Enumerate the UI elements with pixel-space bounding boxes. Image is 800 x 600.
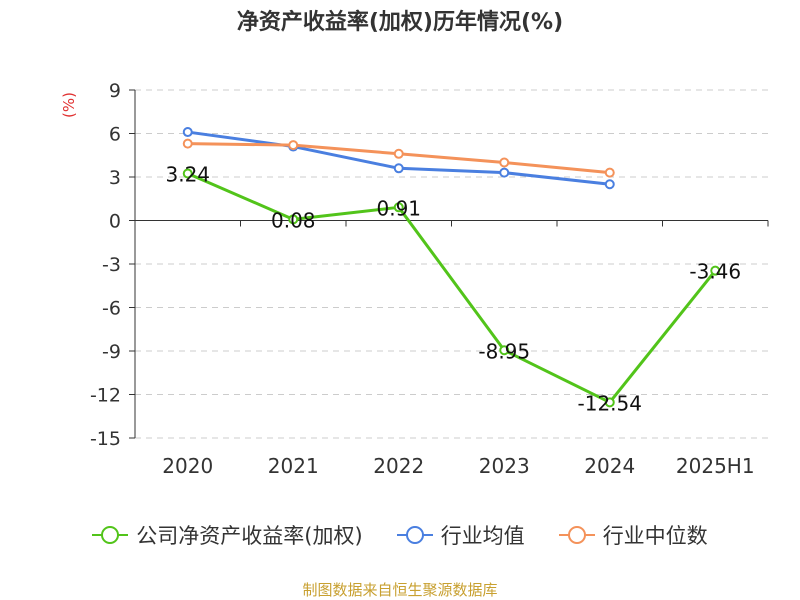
data-point: [182, 168, 193, 179]
data-point: [393, 163, 404, 174]
data-label: 3.24: [165, 163, 210, 187]
data-point: [604, 167, 615, 178]
line-chart: 9 6 3 0 -3 -6 -9 -12 -15 2020 2021 2022 2023 2024 2025…: [90, 80, 769, 478]
data-point: [182, 127, 193, 138]
legend: 公司净资产收益率(加权) 行业均值 行业中位数: [0, 520, 800, 550]
data-point: [393, 148, 404, 159]
data-point: [499, 157, 510, 168]
data-point: [288, 214, 299, 225]
chart-title: 净资产收益率(加权)历年情况(%): [236, 10, 564, 35]
data-point: [499, 167, 510, 178]
x-tick-label: 2022: [373, 454, 424, 478]
data-label: 0.91: [376, 196, 421, 220]
data-label: 0.08: [271, 208, 316, 232]
data-label: -12.54: [578, 391, 642, 415]
data-point: [604, 179, 615, 190]
data-point: [182, 138, 193, 149]
x-tick-label: 2023: [479, 454, 530, 478]
y-tick-label: -3: [102, 254, 121, 276]
x-tick-label: 2025H1: [676, 454, 755, 478]
x-tick-label: 2024: [584, 454, 635, 478]
legend-item-industry-mean[interactable]: 行业均值: [396, 520, 525, 550]
y-tick-label: 0: [109, 211, 121, 233]
legend-label: 公司净资产收益率(加权): [136, 524, 363, 548]
legend-marker-icon: [396, 524, 433, 546]
legend-label: 行业中位数: [602, 524, 708, 548]
data-label: -3.46: [689, 260, 741, 284]
data-point: [604, 397, 615, 408]
data-point: [393, 202, 404, 213]
y-tick-label: 6: [109, 124, 121, 146]
legend-marker-icon: [558, 524, 595, 546]
data-point: [710, 265, 721, 276]
y-tick-label: -15: [90, 428, 121, 450]
data-label: -8.95: [478, 339, 530, 363]
legend-item-company[interactable]: 公司净资产收益率(加权): [92, 520, 363, 550]
x-tick-label: 2020: [162, 454, 213, 478]
y-tick-label: -12: [90, 385, 121, 407]
x-tick-label: 2021: [268, 454, 319, 478]
data-source-note: 制图数据来自恒生聚源数据库: [302, 581, 498, 599]
legend-label: 行业均值: [440, 524, 525, 548]
y-tick-label: -6: [102, 298, 121, 320]
y-tick-label: 9: [109, 80, 121, 102]
data-point: [499, 345, 510, 356]
y-tick-label: -9: [102, 341, 121, 363]
legend-item-industry-median[interactable]: 行业中位数: [558, 520, 708, 550]
data-point: [288, 140, 299, 151]
y-tick-label: 3: [109, 167, 121, 189]
series-line: [187, 172, 717, 404]
legend-marker-icon: [92, 524, 129, 546]
